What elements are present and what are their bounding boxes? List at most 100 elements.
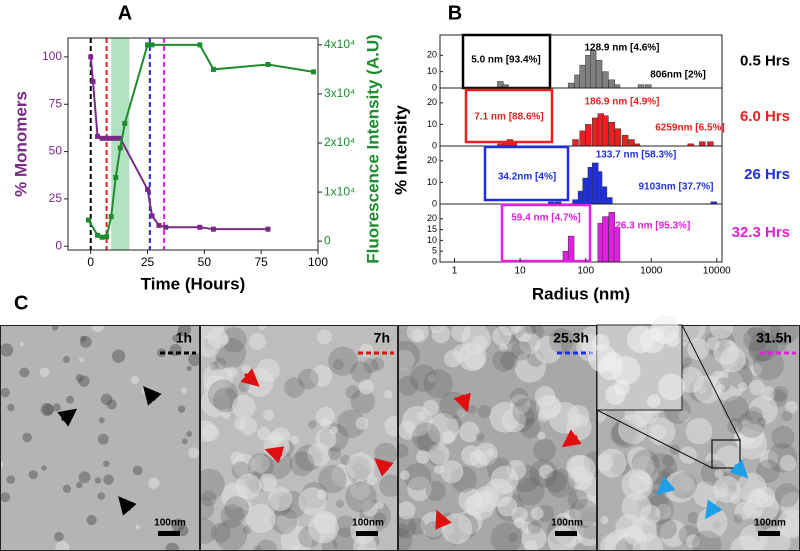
- texture: [427, 374, 437, 384]
- inset-link: [681, 324, 741, 441]
- annotation-box: [464, 88, 554, 144]
- texture: [177, 525, 189, 537]
- texture: [232, 394, 256, 419]
- histogram-bar: [592, 117, 599, 147]
- texture: [452, 344, 471, 362]
- texture: [55, 540, 70, 551]
- texture: [320, 417, 332, 430]
- histogram-bar: [608, 121, 615, 147]
- texture: [549, 328, 574, 354]
- panel-label: C: [14, 292, 28, 314]
- texture: [685, 417, 713, 445]
- texture: [258, 325, 267, 331]
- micrograph: [398, 325, 597, 551]
- time-label: 1h: [176, 330, 192, 346]
- texture: [534, 386, 556, 407]
- texture: [276, 511, 299, 533]
- texture: [383, 389, 393, 399]
- histogram-bar: [614, 128, 622, 147]
- histogram-bar: [602, 71, 609, 89]
- scale-bar: [555, 531, 577, 536]
- texture: [490, 522, 522, 551]
- texture: [181, 387, 188, 394]
- data-point: [156, 222, 162, 228]
- data-point: [122, 120, 128, 126]
- histogram-bar: [602, 115, 609, 147]
- texture: [75, 374, 84, 383]
- texture: [492, 326, 512, 346]
- texture: [477, 405, 491, 419]
- texture: [308, 512, 339, 544]
- texture: [214, 357, 227, 370]
- texture: [747, 327, 759, 338]
- histogram-bar: [621, 134, 629, 147]
- texture: [363, 358, 379, 374]
- texture: [379, 474, 398, 498]
- x-axis-title: Radius (nm): [532, 284, 630, 303]
- annotation: 186.9 nm [4.9%]: [584, 97, 659, 108]
- x-tick-label: 100: [577, 266, 594, 277]
- texture: [259, 473, 278, 492]
- texture: [200, 468, 225, 501]
- texture: [411, 422, 441, 452]
- scale-label: 100nm: [754, 518, 786, 529]
- texture: [52, 403, 61, 412]
- texture: [400, 470, 410, 480]
- texture: [398, 421, 417, 440]
- texture: [384, 415, 398, 437]
- texture: [475, 432, 485, 442]
- texture: [574, 494, 597, 526]
- annotation: 9103nm [37.7%]: [638, 182, 713, 193]
- texture: [501, 408, 527, 433]
- data-point: [90, 79, 96, 85]
- texture: [683, 356, 692, 366]
- x-tick-label: 75: [255, 255, 269, 269]
- annotation: 133.7 nm [58.3%]: [596, 150, 677, 161]
- texture: [200, 497, 215, 520]
- texture: [492, 349, 515, 372]
- annotation-box: [483, 145, 570, 202]
- texture: [757, 417, 767, 427]
- texture: [398, 443, 409, 459]
- histogram-bar: [606, 197, 613, 205]
- texture: [172, 334, 179, 342]
- texture: [132, 465, 143, 476]
- annotation: 34.2nm [4%]: [498, 172, 556, 183]
- histogram-bar: [613, 227, 621, 263]
- texture: [398, 375, 419, 396]
- texture: [537, 409, 550, 422]
- texture: [431, 325, 451, 344]
- texture: [333, 359, 344, 370]
- micrograph-panel: 1h 100nm 7h 100nm 25.3h 100nm 31.5h 100nm: [0, 315, 800, 551]
- texture: [538, 464, 554, 479]
- texture: [685, 534, 700, 549]
- x-tick-label: 10000: [703, 266, 731, 277]
- texture: [76, 481, 83, 489]
- arrow: [704, 499, 723, 520]
- texture: [366, 474, 378, 486]
- y-tick-label: 20: [427, 97, 437, 107]
- histogram-bar: [567, 235, 575, 263]
- texture: [0, 492, 11, 503]
- texture: [647, 394, 661, 408]
- time-label: 7h: [374, 330, 390, 346]
- texture: [66, 395, 75, 404]
- texture: [86, 514, 97, 526]
- arrow: [264, 446, 285, 464]
- texture: [459, 421, 480, 443]
- texture: [659, 519, 687, 547]
- texture: [758, 325, 781, 344]
- texture: [632, 533, 663, 551]
- subplot-label: 6.0 Hrs: [740, 108, 790, 125]
- texture: [658, 373, 686, 401]
- texture: [345, 481, 377, 513]
- texture: [733, 513, 743, 524]
- y-axis-title: % Monomers: [11, 91, 30, 197]
- texture: [209, 361, 219, 371]
- texture: [41, 465, 47, 471]
- texture: [781, 410, 793, 422]
- texture: [737, 410, 765, 438]
- texture: [544, 470, 567, 493]
- texture: [269, 430, 283, 445]
- texture: [253, 545, 262, 551]
